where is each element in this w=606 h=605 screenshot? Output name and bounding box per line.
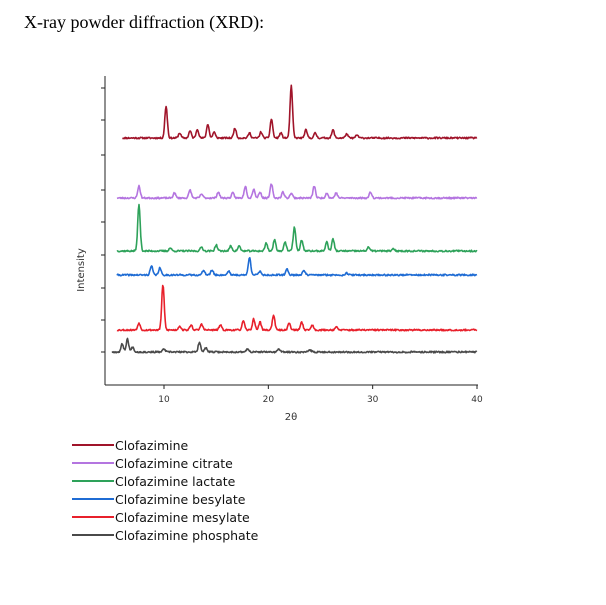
x-axis-label: 2θ — [285, 412, 297, 423]
legend-item: Clofazimine — [72, 436, 258, 454]
legend-item: Clofazimine besylate — [72, 490, 258, 508]
legend-label: Clofazimine citrate — [115, 455, 233, 471]
legend-label: Clofazimine besylate — [115, 491, 246, 507]
legend-swatch — [72, 480, 114, 482]
series-line-1 — [116, 183, 478, 200]
y-axis-label: Intensity — [76, 248, 87, 292]
series-line-3 — [116, 256, 478, 277]
series-group — [111, 84, 478, 354]
legend-label: Clofazimine phosphate — [115, 527, 259, 543]
legend-swatch — [72, 462, 114, 464]
legend-swatch — [72, 516, 114, 518]
legend-swatch — [72, 498, 114, 500]
x-tick-label: 40 — [471, 395, 483, 405]
legend-label: Clofazimine lactate — [115, 473, 236, 489]
xrd-chart: 10 20 30 40 2θ Intensity — [76, 76, 483, 423]
chart-axes: 10 20 30 40 — [101, 76, 483, 405]
x-tick-label: 20 — [263, 395, 275, 405]
legend-item: Clofazimine lactate — [72, 472, 258, 490]
section-heading: X-ray powder diffraction (XRD): — [24, 12, 265, 32]
series-line-5 — [111, 337, 478, 354]
legend-label: Clofazimine — [115, 437, 189, 453]
x-tick-label: 10 — [158, 395, 170, 405]
legend-label: Clofazimine mesylate — [115, 509, 250, 525]
legend-item: Clofazimine mesylate — [72, 508, 258, 526]
x-tick-label: 30 — [367, 395, 379, 405]
series-line-0 — [122, 84, 478, 140]
legend-item: Clofazimine citrate — [72, 454, 258, 472]
y-ticks — [101, 87, 105, 353]
series-line-2 — [116, 203, 478, 253]
legend-swatch — [72, 534, 114, 536]
x-ticks: 10 20 30 40 — [158, 385, 483, 405]
legend-item: Clofazimine phosphate — [72, 526, 258, 544]
legend-swatch — [72, 444, 114, 446]
chart-legend: Clofazimine Clofazimine citrate Clofazimin… — [72, 436, 258, 544]
series-line-4 — [116, 284, 478, 332]
